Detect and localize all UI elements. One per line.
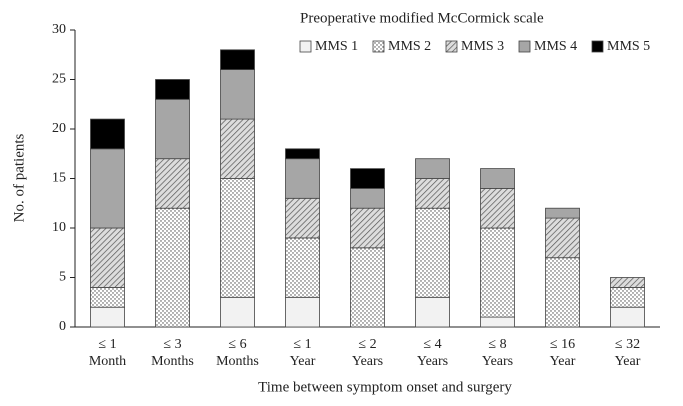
bar-segment [155,158,190,209]
y-tick-label: 5 [59,270,66,285]
x-tick-label: ≤ 16 [550,337,575,352]
bar-segment [480,316,515,328]
y-tick-label: 20 [52,121,66,136]
bar-segment [220,69,255,120]
x-tick-label: Year [615,354,641,369]
x-tick-label: Months [216,354,259,369]
bar-segment [90,118,125,150]
bar-segment [415,207,450,298]
legend-label: MMS 5 [607,39,650,54]
bar-segment [545,217,580,259]
bar-segment [480,187,515,229]
bar-segment [220,118,255,179]
bar-segment [545,257,580,328]
legend-swatch [518,40,531,53]
bar-segment [285,158,320,199]
bar-segment [220,296,255,328]
x-tick-label: ≤ 3 [163,337,181,352]
bar-segment [90,148,125,229]
bar-segment [415,158,450,179]
bar-segment [350,187,385,209]
bar-segment [415,178,450,209]
x-tick-label: Months [151,354,194,369]
bar-segment [155,98,190,160]
legend-swatch [299,40,312,53]
y-tick-label: 0 [59,319,66,334]
legend-label: MMS 1 [315,39,358,54]
x-tick-label: ≤ 32 [615,337,640,352]
x-tick-label: ≤ 1 [293,337,311,352]
bar-segment [90,227,125,288]
bar-segment [610,277,645,288]
legend-label: MMS 2 [388,39,431,54]
legend-swatch [372,40,385,53]
bar-segment [220,178,255,298]
x-tick-label: ≤ 1 [98,337,116,352]
bar-segment [480,227,515,318]
legend-swatch [445,40,458,53]
y-tick-label: 30 [52,22,66,37]
legend-label: MMS 3 [461,39,504,54]
x-tick-label: Years [417,354,448,369]
bar-segment [545,207,580,219]
bar-segment [90,306,125,328]
bar-segment [285,237,320,298]
y-tick-label: 25 [52,72,66,87]
legend-swatch [591,40,604,53]
legend-title: Preoperative modified McCormick scale [300,10,544,26]
bar-segment [285,148,320,160]
bar-segment [90,286,125,308]
bar-segment [480,168,515,189]
bar-segment [285,296,320,328]
y-tick-label: 15 [52,171,66,186]
x-tick-label: ≤ 2 [358,337,376,352]
bar-segment [350,207,385,249]
bar-segment [415,296,450,328]
legend-label: MMS 4 [534,39,577,54]
x-tick-label: Year [290,354,316,369]
bar-segment [155,207,190,328]
bar-segment [155,79,190,100]
x-axis-title: Time between symptom onset and surgery [258,379,512,395]
bar-segment [610,306,645,328]
bar-segment [610,286,645,308]
y-tick-label: 10 [52,220,66,235]
bar-segment [220,49,255,70]
bar-segment [285,197,320,239]
x-tick-label: Month [89,354,126,369]
x-tick-label: Year [550,354,576,369]
bar-segment [350,247,385,328]
x-tick-label: ≤ 6 [228,337,246,352]
x-tick-label: Years [482,354,513,369]
x-tick-label: ≤ 8 [488,337,506,352]
x-tick-label: Years [352,354,383,369]
y-axis-title: No. of patients [11,133,27,222]
bar-segment [350,168,385,189]
x-tick-label: ≤ 4 [423,337,441,352]
